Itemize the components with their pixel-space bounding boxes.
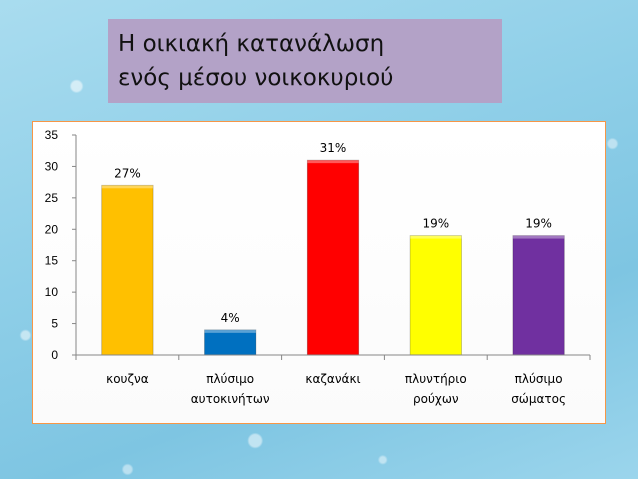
bar bbox=[306, 159, 360, 356]
bar-highlight bbox=[204, 329, 256, 333]
x-category-label: πλυντήριο bbox=[405, 372, 467, 386]
bars bbox=[101, 159, 565, 356]
data-label: 31% bbox=[320, 141, 347, 155]
slide-title: Η οικιακή κατανάλωση ενός μέσου νοικοκυρ… bbox=[108, 19, 502, 103]
y-tick-label: 5 bbox=[51, 317, 58, 331]
x-category-label: ρούχων bbox=[413, 392, 459, 406]
y-tick-label: 0 bbox=[51, 348, 58, 362]
y-tick-label: 15 bbox=[45, 254, 59, 268]
x-axis: κουζνα πλύσιμο αυτοκινήτων καζανάκι πλυντήρι… bbox=[75, 354, 591, 406]
y-tick-label: 20 bbox=[45, 222, 59, 236]
bar bbox=[512, 235, 565, 356]
bar-highlight bbox=[410, 235, 462, 239]
x-category-label: σώματος bbox=[511, 392, 566, 406]
bar-body bbox=[512, 235, 565, 356]
data-label: 19% bbox=[525, 217, 552, 231]
bar bbox=[204, 329, 257, 356]
title-line-2: ενός μέσου νοικοκυριού bbox=[118, 65, 394, 91]
bar-highlight bbox=[101, 185, 154, 189]
data-label: 19% bbox=[422, 217, 449, 231]
bar-highlight bbox=[512, 235, 565, 239]
data-label: 4% bbox=[221, 311, 240, 325]
y-tick-label: 35 bbox=[45, 128, 59, 142]
bar bbox=[101, 184, 154, 356]
x-category-label: πλύσιμο bbox=[206, 372, 254, 386]
data-labels: 27% 4% 31% 19% 19% bbox=[114, 141, 552, 325]
x-category-label: αυτοκινήτων bbox=[191, 392, 270, 406]
y-tick-label: 30 bbox=[45, 159, 59, 173]
y-tick-label: 10 bbox=[45, 285, 59, 299]
bar-highlight bbox=[307, 160, 359, 164]
bar bbox=[409, 235, 462, 356]
data-label: 27% bbox=[114, 166, 141, 180]
x-category-label: κουζνα bbox=[106, 372, 149, 386]
title-line-1: Η οικιακή κατανάλωση bbox=[118, 31, 385, 57]
y-tick-label: 25 bbox=[45, 191, 59, 205]
chart-frame: 0 5 10 15 20 25 30 35 27% 4% 31% 19% 19% κουζνα πλύσ… bbox=[32, 121, 606, 424]
bar-body bbox=[101, 184, 154, 356]
x-category-label: καζανάκι bbox=[305, 372, 360, 386]
y-axis: 0 5 10 15 20 25 30 35 bbox=[45, 128, 77, 362]
bar-chart: 0 5 10 15 20 25 30 35 27% 4% 31% 19% 19% κουζνα πλύσ… bbox=[32, 121, 606, 424]
bar-body bbox=[306, 159, 360, 356]
bar-body bbox=[204, 329, 257, 356]
bar-body bbox=[409, 235, 462, 356]
x-category-label: πλύσιμο bbox=[515, 372, 563, 386]
